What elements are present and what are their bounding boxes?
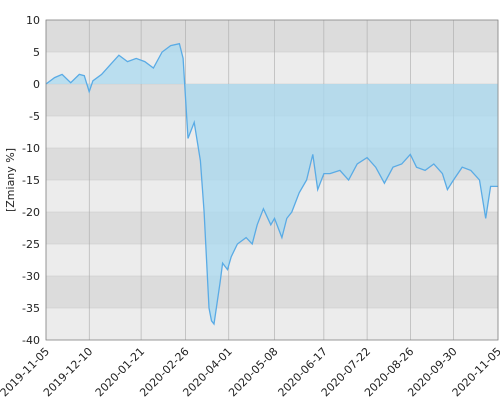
- y-tick-label: -25: [22, 238, 40, 251]
- area: [46, 43, 498, 324]
- y-tick-label: 10: [26, 14, 40, 27]
- band: [46, 20, 498, 52]
- y-tick-label: -20: [22, 206, 40, 219]
- y-tick-label: -15: [22, 174, 40, 187]
- y-axis-label: [Zmiany %]: [4, 148, 17, 212]
- y-tick-label: -35: [22, 302, 40, 315]
- y-tick-label: -10: [22, 142, 40, 155]
- y-tick-label: 0: [33, 78, 40, 91]
- band: [46, 244, 498, 276]
- band: [46, 308, 498, 340]
- x-tick-label: 2020-05-08: [226, 345, 280, 399]
- y-tick-label: 5: [33, 46, 40, 59]
- y-tick-label: -5: [29, 110, 40, 123]
- plot-frame: [45, 19, 499, 341]
- line: [45, 42, 498, 326]
- y-tick-label: -30: [22, 270, 40, 283]
- y-tick-label: -40: [22, 334, 40, 347]
- band: [46, 276, 498, 308]
